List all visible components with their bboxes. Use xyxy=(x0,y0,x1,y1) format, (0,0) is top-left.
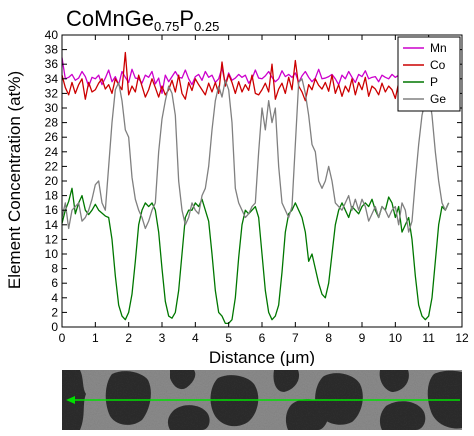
y-tick-label: 8 xyxy=(51,262,58,276)
legend: Mn Co P Ge xyxy=(397,36,461,112)
dark-phase-region xyxy=(273,370,300,392)
dark-phase-region xyxy=(379,401,426,430)
title-subscript: 0.75 xyxy=(154,19,179,34)
x-axis-title-unit: μm xyxy=(285,348,309,366)
x-axis-title-suffix: ) xyxy=(309,348,315,366)
scan-direction-arrow xyxy=(66,396,75,404)
sem-micrograph xyxy=(62,370,462,430)
y-tick-label: 28 xyxy=(45,116,59,130)
x-tick-label: 1 xyxy=(92,331,99,345)
series-line-co xyxy=(61,51,450,102)
x-axis-title: Distance (μm) xyxy=(209,348,315,366)
y-tick-label: 24 xyxy=(45,145,59,159)
x-axis: 0 1 2 3 4 5 6 7 8 9 10 11 12 xyxy=(59,35,469,345)
dark-phase-region xyxy=(315,373,363,425)
y-tick-label: 34 xyxy=(45,72,59,86)
legend-label-p: P xyxy=(430,75,438,89)
x-tick-label: 6 xyxy=(259,331,266,345)
series-line-p xyxy=(61,187,450,325)
y-tick-label: 10 xyxy=(45,247,59,261)
x-axis-title-prefix: Distance ( xyxy=(209,348,286,366)
x-tick-label: 4 xyxy=(192,331,199,345)
y-tick-label: 22 xyxy=(45,159,59,173)
dark-phase-region xyxy=(105,371,151,425)
y-tick-label: 0 xyxy=(51,320,58,334)
y-axis-title: Element Concentration (at%) xyxy=(5,71,24,289)
x-tick-label: 3 xyxy=(159,331,166,345)
dark-phase-region xyxy=(170,370,196,390)
y-tick-label: 40 xyxy=(45,28,59,42)
legend-label-co: Co xyxy=(430,58,446,72)
x-tick-label: 0 xyxy=(59,331,66,345)
legend-label-ge: Ge xyxy=(430,92,446,106)
title-text: P xyxy=(179,6,194,31)
y-tick-label: 32 xyxy=(45,86,59,100)
y-tick-label: 26 xyxy=(45,130,59,144)
legend-label-mn: Mn xyxy=(430,41,447,55)
x-tick-label: 5 xyxy=(225,331,232,345)
y-tick-label: 4 xyxy=(51,291,58,305)
x-tick-label: 2 xyxy=(125,331,132,345)
series-line-mn xyxy=(61,57,450,95)
x-tick-label: 12 xyxy=(455,331,469,345)
x-tick-label: 8 xyxy=(325,331,332,345)
y-tick-label: 16 xyxy=(45,203,59,217)
x-tick-label: 9 xyxy=(359,331,366,345)
title-subscript: 0.25 xyxy=(194,19,219,34)
dark-phase-region xyxy=(379,370,409,392)
y-tick-label: 20 xyxy=(45,174,59,188)
chart: CoMnGe0.75P0.25 024681012141618202224262… xyxy=(5,6,469,366)
micrograph-texture xyxy=(62,370,462,430)
y-tick-label: 38 xyxy=(45,43,59,57)
x-tick-label: 11 xyxy=(422,331,435,345)
y-tick-label: 14 xyxy=(45,218,59,232)
dark-phase-region xyxy=(167,405,210,430)
y-tick-label: 18 xyxy=(45,189,59,203)
x-tick-label: 10 xyxy=(389,331,403,345)
y-tick-label: 2 xyxy=(51,305,58,319)
x-tick-label: 7 xyxy=(292,331,299,345)
title-text: CoMnGe xyxy=(66,6,154,31)
y-tick-label: 30 xyxy=(45,101,59,115)
y-tick-label: 12 xyxy=(45,232,59,246)
series-line-ge xyxy=(61,78,450,233)
y-tick-label: 36 xyxy=(45,57,59,71)
chart-title: CoMnGe0.75P0.25 xyxy=(66,6,219,34)
y-tick-label: 6 xyxy=(51,276,58,290)
